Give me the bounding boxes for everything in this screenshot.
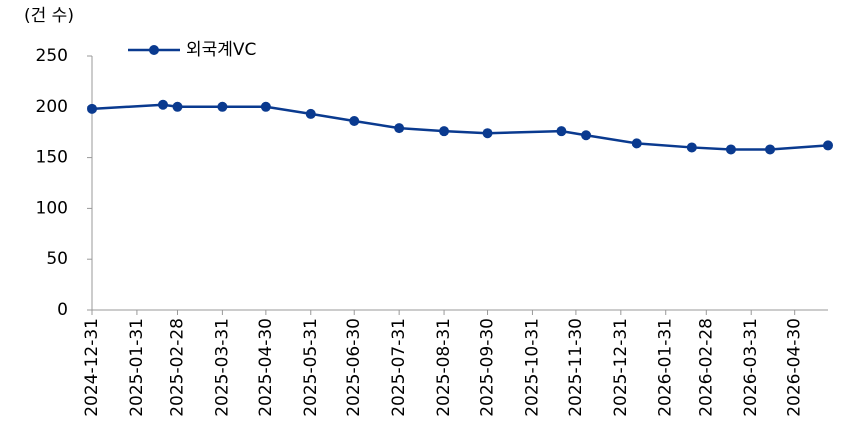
data-point — [217, 101, 228, 112]
data-point — [581, 130, 592, 141]
y-tick-label: 250 — [36, 46, 68, 66]
data-point — [482, 128, 493, 139]
data-point — [394, 123, 405, 134]
x-tick-label: 2025-02-28 — [167, 318, 187, 417]
data-point — [439, 126, 450, 137]
data-point — [556, 126, 567, 137]
x-tick-label: 2026-04-30 — [785, 318, 805, 417]
y-tick-label: 150 — [36, 148, 68, 168]
data-point — [305, 108, 316, 119]
x-tick-label: 2025-06-30 — [344, 318, 364, 417]
x-tick-label: 2025-07-31 — [389, 318, 409, 417]
legend-label: 외국계VC — [186, 40, 256, 60]
data-point — [631, 138, 642, 149]
data-point — [157, 99, 168, 110]
x-tick-label: 2024-12-31 — [82, 318, 102, 417]
series-line — [91, 103, 829, 151]
data-point — [725, 144, 736, 155]
x-tick-label: 2025-01-31 — [127, 318, 147, 417]
x-tick-label: 2026-02-28 — [696, 318, 716, 417]
y-axis-label: (건 수) — [24, 6, 74, 26]
x-tick-label: 2025-08-31 — [434, 318, 454, 417]
y-tick-label: 0 — [57, 300, 68, 320]
x-tick-label: 2025-10-31 — [522, 318, 542, 417]
x-tick-label: 2025-05-31 — [301, 318, 321, 417]
y-tick-label: 50 — [46, 249, 68, 269]
data-point — [260, 101, 271, 112]
x-tick-label: 2026-01-31 — [656, 318, 676, 417]
y-tick-label: 200 — [36, 97, 68, 117]
data-point — [87, 103, 97, 114]
x-tick-label: 2025-12-31 — [611, 318, 631, 417]
data-point — [172, 101, 183, 112]
x-tick-label: 2026-03-31 — [741, 318, 761, 417]
x-tick-label: 2025-09-30 — [478, 318, 498, 417]
x-tick-label: 2025-04-30 — [256, 318, 276, 417]
data-point — [686, 142, 697, 153]
data-point — [765, 144, 776, 155]
data-point — [823, 140, 833, 151]
x-tick-label: 2025-11-30 — [566, 318, 586, 417]
data-point — [349, 116, 360, 127]
x-tick-label: 2025-03-31 — [212, 318, 232, 417]
legend-marker — [149, 45, 159, 55]
y-tick-label: 100 — [36, 198, 68, 218]
